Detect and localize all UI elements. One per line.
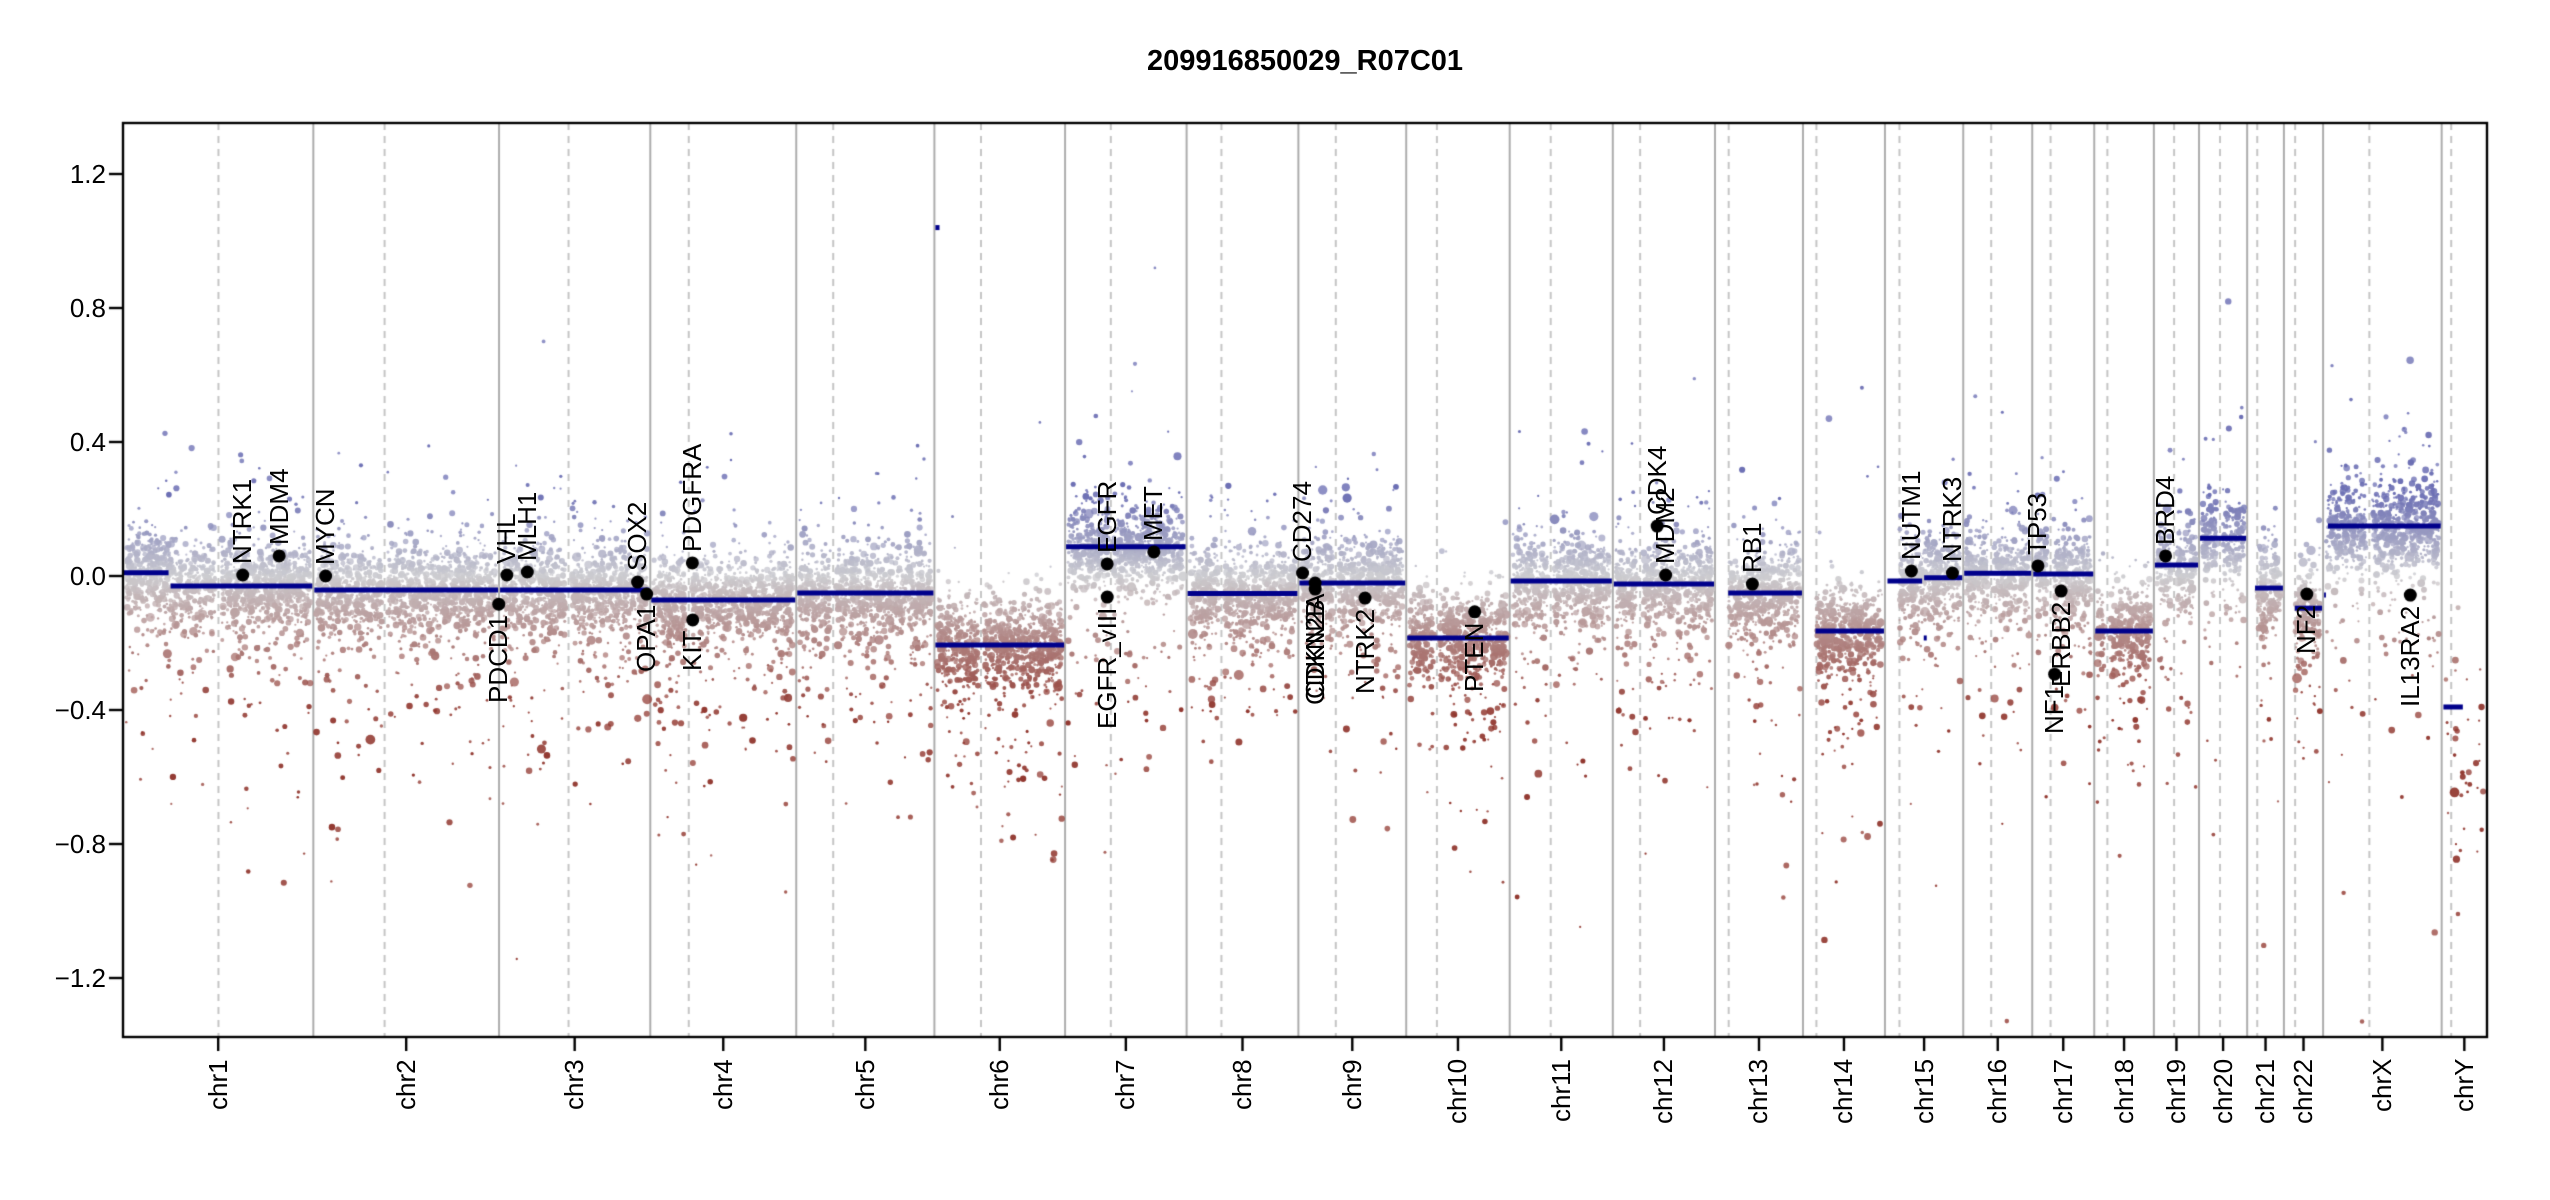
x-axis-label-chr11: chr11: [1545, 1058, 1576, 1122]
gene-label-MET: MET: [1138, 485, 1169, 541]
gene-label-PDGFRA: PDGFRA: [676, 443, 707, 552]
x-axis-label-chr13: chr13: [1743, 1058, 1774, 1124]
x-axis-label-chr1: chr1: [202, 1059, 233, 1110]
y-axis-tick-label: −0.8: [54, 828, 106, 859]
x-axis-label-chr3: chr3: [559, 1059, 590, 1110]
x-axis-label-chr8: chr8: [1226, 1059, 1257, 1110]
x-axis-label-chr2: chr2: [390, 1059, 421, 1110]
gene-label-BRD4: BRD4: [2150, 475, 2181, 545]
x-axis-label-chrY: chrY: [2448, 1058, 2479, 1112]
x-axis-label-chr22: chr22: [2288, 1058, 2318, 1124]
x-axis-label-chr7: chr7: [1110, 1059, 1141, 1110]
y-axis-tick-label: 0.0: [69, 560, 106, 591]
x-axis-label-chr17: chr17: [2047, 1058, 2078, 1124]
x-axis-label-chr9: chr9: [1336, 1059, 1367, 1110]
gene-label-KIT: KIT: [677, 630, 708, 671]
x-axis-label-chr5: chr5: [849, 1059, 880, 1110]
y-axis-tick-label: 1.2: [69, 158, 106, 189]
y-axis-tick-label: −0.4: [54, 694, 106, 725]
gene-label-MLH1: MLH1: [511, 491, 542, 561]
x-axis-label-chr14: chr14: [1828, 1058, 1859, 1124]
gene-label-NUTM1: NUTM1: [1895, 470, 1926, 560]
x-axis-label-chr15: chr15: [1908, 1058, 1939, 1124]
x-axis-label-chr6: chr6: [984, 1059, 1015, 1110]
x-axis-label-chr21: chr21: [2250, 1058, 2281, 1124]
x-axis-label-chrX: chrX: [2366, 1058, 2397, 1112]
gene-label-NTRK2: NTRK2: [1349, 608, 1380, 695]
gene-label-NF2: NF2: [2291, 604, 2322, 655]
gene-label-OPA1: OPA1: [631, 604, 662, 673]
gene-label-MDM2: MDM2: [1650, 487, 1681, 564]
figure-title: 209916850029_R07C01: [1146, 45, 1464, 77]
x-axis-label-chr20: chr20: [2207, 1058, 2238, 1124]
gene-label-CDKN2B: CDKN2B: [1299, 599, 1330, 706]
gene-label-RB1: RB1: [1736, 522, 1767, 574]
y-axis-tick-label: 0.4: [69, 426, 106, 457]
gene-label-SOX2: SOX2: [622, 501, 653, 572]
gene-label-IL13RA2: IL13RA2: [2394, 605, 2425, 708]
gene-label-ERBB2: ERBB2: [2045, 601, 2076, 688]
x-axis-label-chr16: chr16: [1982, 1058, 2013, 1124]
x-axis-label-chr10: chr10: [1442, 1058, 1473, 1124]
x-axis-label-chr19: chr19: [2160, 1058, 2191, 1124]
gene-label-MYCN: MYCN: [310, 488, 341, 565]
gene-label-CD274: CD274: [1287, 481, 1318, 562]
gene-label-TP53: TP53: [2022, 492, 2053, 555]
gene-label-EGFR: EGFR: [1091, 480, 1122, 553]
gene-label-NTRK3: NTRK3: [1936, 476, 1967, 562]
gene-label-EGFR_vIII: EGFR_vIII: [1091, 607, 1122, 730]
x-axis-label-chr4: chr4: [707, 1059, 738, 1110]
gene-label-PTEN: PTEN: [1459, 622, 1490, 692]
gene-label-NTRK1: NTRK1: [227, 478, 258, 564]
x-axis-label-chr18: chr18: [2108, 1058, 2139, 1124]
y-axis-tick-label: −1.2: [54, 962, 106, 993]
x-axis-label-chr12: chr12: [1648, 1058, 1679, 1124]
gene-label-NF1: NF1: [2039, 685, 2070, 735]
gene-label-PDCD1: PDCD1: [483, 614, 514, 704]
gene-label-MDM4: MDM4: [263, 468, 294, 545]
y-axis-tick-label: 0.8: [69, 292, 106, 323]
